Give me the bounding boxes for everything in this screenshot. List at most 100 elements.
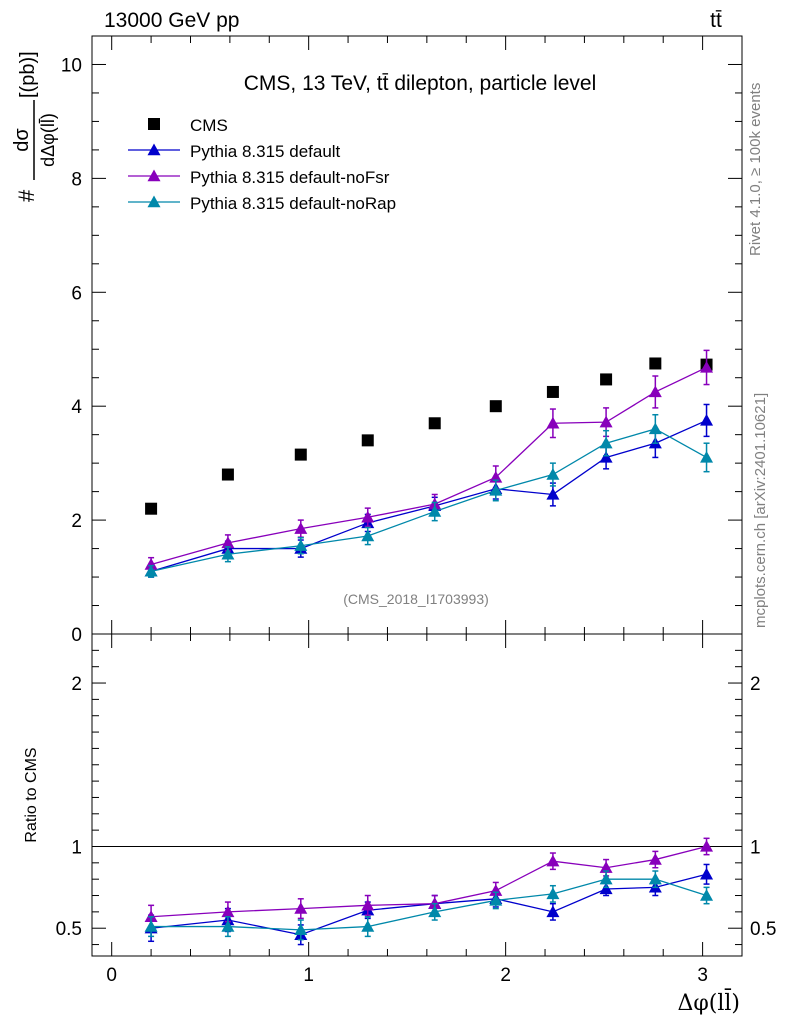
cms-data-point [600, 373, 613, 386]
data-point [489, 470, 503, 483]
ratio-y-tick-label-right: 1 [750, 837, 761, 858]
x-tick-label: 2 [500, 965, 511, 986]
y-tick-label: 8 [71, 169, 82, 190]
cms-data-point [428, 417, 441, 430]
ratio-data-point [599, 861, 613, 873]
ratio-series-line [151, 873, 707, 936]
data-point [546, 487, 560, 500]
x-axis-label: Δφ(ll̄) [677, 988, 740, 1016]
ratio-series-line [151, 845, 707, 918]
ratio-data-point [144, 920, 158, 932]
data-point [648, 385, 662, 398]
legend-label: Pythia 8.315 default-noFsr [190, 168, 390, 187]
data-point [700, 413, 714, 426]
ratio-data-point [489, 884, 503, 896]
ratio-data-point [648, 872, 662, 885]
data-point [144, 564, 158, 577]
ratio-data-point [700, 839, 714, 852]
ratio-y-tick-label: 0.5 [56, 919, 82, 940]
y-axis-label-unit: [(pb)] [17, 51, 39, 98]
data-point [294, 522, 308, 534]
ratio-data-point [546, 887, 560, 900]
data-point [599, 415, 613, 428]
y-axis-label: # dσ dΔφ(ll̄) [(pb)] [11, 51, 58, 202]
ratio-data-point [546, 905, 560, 918]
y-tick-label: 6 [71, 283, 82, 304]
data-point [361, 510, 375, 523]
data-point [361, 529, 375, 542]
data-point [546, 468, 560, 480]
data-point [599, 436, 613, 449]
legend-marker-cms [148, 118, 160, 130]
main-series-layer [144, 349, 714, 578]
y-tick-label: 10 [61, 55, 82, 76]
cms-data-point [546, 385, 559, 398]
ratio-data-point [546, 854, 560, 867]
ratio-y-axis-label: Ratio to CMS [23, 747, 40, 842]
data-point [221, 536, 235, 549]
cms-data-point [489, 400, 502, 413]
ratio-series-layer [144, 837, 714, 946]
ratio-data-point [489, 893, 503, 906]
header-process-label: tt̄ [710, 9, 722, 32]
legend-marker [147, 143, 161, 156]
ratio-series-line [151, 878, 707, 931]
data-point [700, 360, 714, 373]
y-axis-label-prefix: # [14, 189, 39, 202]
x-axis-ticks: 0 1 2 3 [106, 36, 743, 986]
data-point [700, 450, 714, 463]
y-axis-label-numerator: dσ [11, 128, 33, 152]
cms-data-point [221, 468, 234, 481]
data-point [221, 547, 235, 560]
y-tick-label: 2 [71, 511, 82, 532]
main-y-axis-ticks: 0 2 4 6 8 10 [61, 35, 742, 646]
ratio-data-point [599, 872, 613, 885]
ratio-data-point [428, 905, 442, 918]
cms-data-point [361, 434, 374, 447]
y-tick-label: 4 [71, 397, 82, 418]
legend: CMS Pythia 8.315 default Pythia 8.315 defa… [128, 116, 396, 213]
ratio-data-point [221, 920, 235, 932]
ratio-data-point [700, 889, 714, 901]
y-axis-label-denominator: dΔφ(ll̄) [38, 113, 58, 167]
x-tick-label: 3 [697, 965, 708, 986]
data-point [294, 539, 308, 551]
y-tick-label: 0 [71, 625, 82, 646]
ratio-y-tick-label-right: 0.5 [750, 919, 776, 940]
data-point [428, 505, 442, 517]
legend-label: CMS [190, 116, 228, 135]
header-energy-label: 13000 GeV pp [104, 9, 239, 32]
ratio-y-tick-label: 1 [71, 837, 82, 858]
ratio-data-point [700, 867, 714, 880]
series-line [150, 366, 707, 566]
ratio-data-point [294, 923, 308, 936]
cms-data-point [294, 448, 307, 461]
ratio-y-tick-label: 2 [71, 674, 82, 695]
chart-title: CMS, 13 TeV, tt̄ dilepton, particle leve… [244, 72, 597, 95]
data-point [489, 483, 503, 496]
legend-marker [147, 195, 161, 208]
x-tick-label: 1 [303, 965, 314, 986]
cms-data-point [649, 357, 662, 370]
series-line [150, 419, 707, 572]
data-point [599, 450, 613, 463]
ratio-data-point [361, 898, 375, 911]
x-tick-label: 0 [106, 965, 117, 986]
rivet-version-label: Rivet 4.1.0, ≥ 100k events [747, 83, 764, 256]
ratio-y-tick-label-right: 2 [750, 674, 761, 695]
ratio-data-point [599, 882, 613, 895]
analysis-watermark: (CMS_2018_I1703993) [343, 591, 489, 607]
cms-data-point [145, 502, 158, 515]
ratio-data-point [361, 920, 375, 932]
ratio-data-point [648, 853, 662, 865]
ratio-data-point [221, 905, 235, 918]
legend-label: Pythia 8.315 default [190, 142, 341, 161]
ratio-plot-frame [91, 633, 743, 957]
mcplots-credit-label: mcplots.cern.ch [arXiv:2401.10621] [752, 393, 769, 628]
series-line [150, 428, 707, 572]
data-point [546, 416, 560, 429]
data-point [648, 422, 662, 435]
ratio-y-axis-ticks: 0.5 0.5 1 1 2 2 [56, 649, 776, 946]
legend-marker [147, 169, 161, 182]
